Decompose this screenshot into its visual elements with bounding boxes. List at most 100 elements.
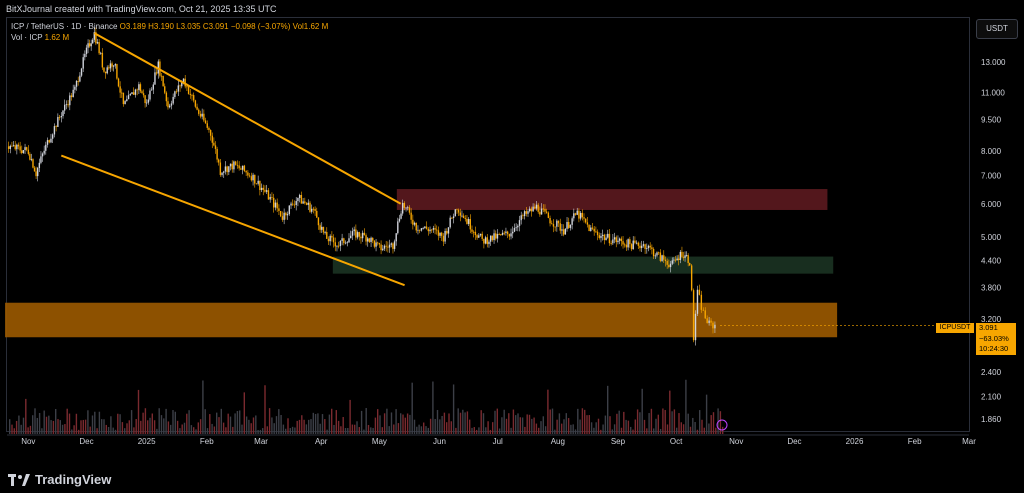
volume-bar xyxy=(105,424,107,434)
candle-body xyxy=(420,228,423,231)
candle-body xyxy=(702,309,704,311)
x-tick-label: Feb xyxy=(908,437,922,446)
volume-bar xyxy=(163,418,165,434)
candle-body xyxy=(144,95,146,104)
symbol-tag: ICPUSDT xyxy=(936,323,974,333)
volume-bar xyxy=(252,417,255,434)
x-tick-label: Sep xyxy=(611,437,626,446)
candle-body xyxy=(544,208,546,212)
candle-body xyxy=(343,238,345,244)
volume-bar xyxy=(351,424,354,434)
candle-body xyxy=(112,65,115,67)
volume-bar xyxy=(160,415,163,434)
volume-bar xyxy=(50,420,52,434)
candle-body xyxy=(38,162,41,169)
candle-body xyxy=(700,294,703,310)
volume-bar xyxy=(319,423,321,434)
candle-body xyxy=(574,213,577,215)
candle-body xyxy=(30,159,33,160)
candle-body xyxy=(682,256,685,258)
volume-bar xyxy=(225,427,227,434)
volume-bar xyxy=(595,422,597,434)
volume-bar xyxy=(533,417,535,434)
candle-body xyxy=(398,218,401,222)
candle-body xyxy=(496,234,499,239)
candle-body xyxy=(127,95,130,100)
volume-bar xyxy=(27,427,29,434)
candle-body xyxy=(510,233,512,237)
volume-bar xyxy=(66,408,68,434)
volume-bar xyxy=(567,418,570,434)
volume-bar xyxy=(685,379,687,434)
volume-bar xyxy=(478,427,480,434)
volume-bar xyxy=(337,420,340,434)
candle-body xyxy=(213,142,215,146)
volume-bar xyxy=(308,419,310,434)
volume-bar xyxy=(641,388,643,434)
volume-bar xyxy=(455,427,457,434)
volume-bar xyxy=(604,415,607,434)
candle-body xyxy=(437,230,440,236)
candle-body xyxy=(478,235,480,238)
candle-body xyxy=(556,220,558,227)
x-tick-label: Feb xyxy=(200,437,214,446)
candle-body xyxy=(522,215,524,217)
volume-bar xyxy=(45,416,48,434)
volume-bar xyxy=(653,428,655,434)
candle-body xyxy=(622,241,624,245)
candle-body xyxy=(177,85,180,92)
candle-body xyxy=(262,187,264,190)
volume-bar xyxy=(613,424,616,434)
candle-body xyxy=(85,47,88,54)
symbol-title[interactable]: ICP / TetherUS · 1D · Binance xyxy=(11,22,118,31)
candle-body xyxy=(644,244,646,249)
candle-body xyxy=(139,84,142,92)
volume-bar xyxy=(291,426,294,434)
candle-body xyxy=(187,86,190,94)
volume-bar xyxy=(659,428,662,434)
candle-body xyxy=(25,147,28,150)
volume-bar xyxy=(294,427,296,434)
candle-body xyxy=(221,172,223,175)
axis-currency-button[interactable]: USDT xyxy=(976,19,1018,39)
y-tick-label: 3.800 xyxy=(981,284,1002,293)
volume-bar xyxy=(689,426,692,434)
candle-body xyxy=(627,239,629,248)
volume-bar xyxy=(708,423,710,434)
candle-body xyxy=(248,175,251,177)
candle-body xyxy=(617,240,619,243)
candle-body xyxy=(136,89,138,91)
volume-bar xyxy=(38,412,41,434)
volume-bar xyxy=(466,411,469,434)
volume-bar xyxy=(331,408,333,434)
volume-bar xyxy=(570,424,572,434)
candle-body xyxy=(535,204,538,209)
candle-body xyxy=(630,244,633,250)
volume-label[interactable]: Vol · ICP xyxy=(11,33,43,42)
candle-body xyxy=(545,211,548,213)
candle-body xyxy=(534,206,536,209)
volume-bar xyxy=(170,424,172,434)
volume-bar xyxy=(680,422,682,434)
tradingview-footer[interactable]: TradingView xyxy=(8,472,111,487)
volume-bar xyxy=(666,424,669,434)
volume-bar xyxy=(673,409,676,434)
candle-body xyxy=(397,221,399,234)
candle-body xyxy=(276,202,278,209)
volume-bar xyxy=(367,425,370,434)
volume-bar xyxy=(416,426,418,434)
volume-bar xyxy=(593,427,595,434)
candle-body xyxy=(160,75,163,77)
candle-body xyxy=(663,255,665,260)
volume-bar xyxy=(356,421,358,434)
volume-bar xyxy=(349,399,351,434)
volume-bar xyxy=(213,426,216,434)
volume-bar xyxy=(496,408,498,434)
candle-body xyxy=(204,120,207,124)
candle-body xyxy=(403,202,406,208)
candle-body xyxy=(84,53,86,58)
candle-body xyxy=(712,322,714,329)
candle-body xyxy=(157,61,159,74)
volume-bar xyxy=(572,424,574,434)
